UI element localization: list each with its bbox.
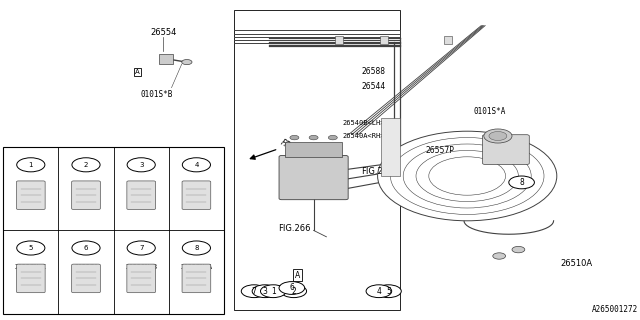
Text: 6: 6 — [84, 245, 88, 251]
Circle shape — [281, 285, 307, 298]
Text: 26556*A: 26556*A — [72, 181, 100, 187]
Bar — [380, 36, 388, 44]
Circle shape — [290, 135, 299, 140]
Circle shape — [72, 241, 100, 255]
FancyBboxPatch shape — [72, 264, 100, 293]
Circle shape — [366, 285, 392, 298]
Text: 1: 1 — [271, 287, 276, 296]
Circle shape — [512, 246, 525, 253]
Text: 7: 7 — [252, 287, 257, 296]
Text: 26556N*B: 26556N*B — [125, 264, 157, 270]
Text: FIG.261: FIG.261 — [362, 167, 394, 176]
Text: 0101S*B: 0101S*B — [141, 90, 173, 99]
Text: 26556T: 26556T — [184, 181, 209, 187]
Text: 1: 1 — [29, 162, 33, 168]
Bar — [159, 54, 173, 64]
Circle shape — [182, 60, 192, 65]
Bar — [285, 142, 342, 157]
FancyBboxPatch shape — [279, 156, 348, 200]
Text: 26557A: 26557A — [74, 264, 98, 270]
FancyBboxPatch shape — [17, 181, 45, 210]
Text: A: A — [135, 69, 140, 75]
Circle shape — [127, 241, 156, 255]
Circle shape — [182, 241, 211, 255]
Text: 26557M: 26557M — [19, 181, 43, 187]
Text: 26556W: 26556W — [129, 181, 153, 187]
Text: 5: 5 — [29, 245, 33, 251]
Bar — [234, 10, 400, 310]
FancyBboxPatch shape — [483, 135, 529, 164]
Circle shape — [252, 285, 278, 298]
Text: 3: 3 — [262, 287, 268, 296]
Text: 26554: 26554 — [150, 28, 177, 37]
Text: 8: 8 — [194, 245, 198, 251]
Circle shape — [279, 282, 305, 294]
Text: 4: 4 — [376, 287, 381, 296]
Bar — [381, 118, 400, 176]
Circle shape — [17, 158, 45, 172]
Text: 26557N*C: 26557N*C — [15, 264, 47, 270]
Circle shape — [489, 132, 507, 140]
Circle shape — [376, 285, 401, 298]
Circle shape — [182, 158, 211, 172]
Circle shape — [378, 131, 557, 221]
FancyBboxPatch shape — [182, 181, 211, 210]
Text: 26557N*A: 26557N*A — [180, 264, 212, 270]
Text: 26510A: 26510A — [560, 260, 592, 268]
Circle shape — [241, 285, 267, 298]
Text: 5: 5 — [386, 287, 391, 296]
Text: 26540B<LH>: 26540B<LH> — [342, 120, 385, 126]
Text: 2: 2 — [291, 287, 296, 296]
Text: FIG.266: FIG.266 — [278, 224, 311, 233]
Circle shape — [309, 135, 318, 140]
Text: 26588: 26588 — [362, 68, 385, 76]
Circle shape — [260, 285, 286, 298]
FancyBboxPatch shape — [127, 264, 156, 293]
Circle shape — [493, 253, 506, 259]
Text: 6: 6 — [289, 284, 294, 292]
Text: A265001272: A265001272 — [592, 305, 638, 314]
Circle shape — [509, 176, 534, 189]
Circle shape — [484, 129, 512, 143]
Circle shape — [127, 158, 156, 172]
Text: 8: 8 — [519, 178, 524, 187]
Text: 2: 2 — [84, 162, 88, 168]
Text: 26540A<RH>: 26540A<RH> — [342, 133, 385, 139]
Circle shape — [72, 158, 100, 172]
Text: 4: 4 — [194, 162, 198, 168]
Circle shape — [17, 241, 45, 255]
FancyBboxPatch shape — [72, 181, 100, 210]
Text: 0101S*A: 0101S*A — [474, 108, 506, 116]
Circle shape — [328, 135, 337, 140]
Text: FRONT: FRONT — [278, 139, 305, 159]
Text: 3: 3 — [139, 162, 143, 168]
FancyBboxPatch shape — [17, 264, 45, 293]
Text: 26544: 26544 — [362, 82, 386, 91]
FancyBboxPatch shape — [127, 181, 156, 210]
Text: 26557P: 26557P — [426, 146, 454, 155]
Text: A: A — [295, 271, 300, 280]
Bar — [444, 36, 452, 44]
FancyBboxPatch shape — [182, 264, 211, 293]
Bar — [3, 147, 224, 314]
Bar — [335, 36, 343, 44]
Text: 7: 7 — [139, 245, 143, 251]
